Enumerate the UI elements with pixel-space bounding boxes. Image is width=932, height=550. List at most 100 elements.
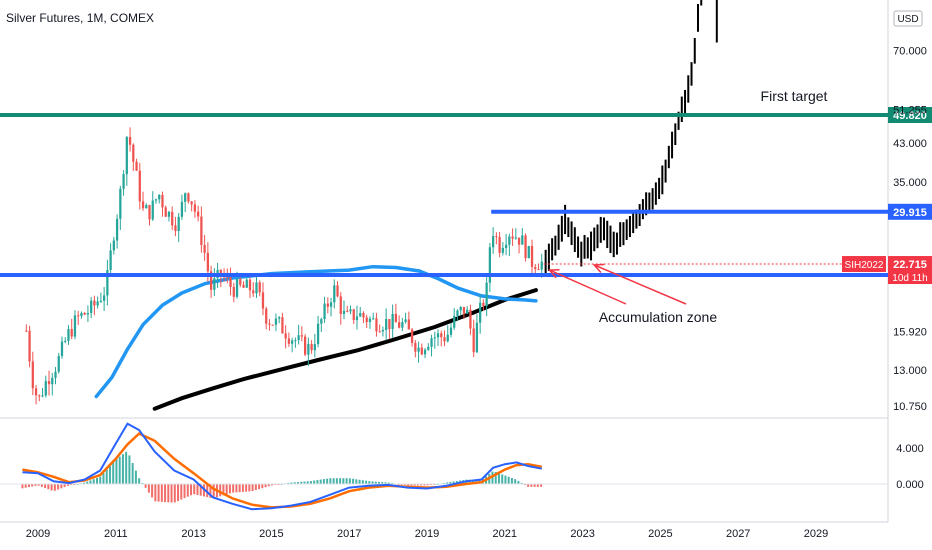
histogram-bar bbox=[212, 484, 215, 499]
slow-moving-average-line bbox=[152, 288, 538, 411]
histogram-bar bbox=[365, 480, 368, 484]
histogram-bar bbox=[173, 484, 176, 503]
price-axis-tick: 15.920 bbox=[893, 326, 927, 338]
candle bbox=[25, 330, 28, 332]
histogram-bar bbox=[342, 478, 345, 484]
histogram-bar bbox=[335, 478, 338, 484]
candle bbox=[128, 136, 132, 145]
histogram-bar bbox=[177, 484, 180, 501]
histogram-bar bbox=[313, 480, 316, 484]
candle bbox=[368, 318, 372, 323]
time-axis-tick: 2029 bbox=[804, 528, 828, 540]
histogram-bar bbox=[536, 484, 539, 487]
candle bbox=[417, 347, 420, 352]
candle bbox=[540, 261, 543, 270]
candle bbox=[391, 313, 394, 330]
candle bbox=[485, 282, 488, 307]
histogram-bar bbox=[219, 484, 222, 497]
candle bbox=[514, 237, 517, 239]
candle bbox=[187, 193, 190, 202]
price-level-tag-text: 49.820 bbox=[893, 110, 927, 122]
candle bbox=[102, 295, 106, 301]
oscillator-axis-tick: 4.000 bbox=[896, 443, 924, 455]
histogram-bar bbox=[264, 484, 267, 488]
candle bbox=[323, 303, 326, 320]
candle bbox=[255, 282, 258, 294]
candle bbox=[28, 330, 31, 362]
candle bbox=[226, 277, 229, 279]
time-axis-tick: 2023 bbox=[570, 528, 594, 540]
candle bbox=[491, 236, 495, 248]
candle bbox=[342, 310, 346, 314]
histogram-bar bbox=[423, 484, 426, 486]
candle bbox=[372, 318, 375, 320]
candle bbox=[135, 161, 138, 171]
candle bbox=[378, 331, 381, 333]
candle bbox=[34, 388, 38, 396]
candle bbox=[41, 395, 44, 397]
histogram-bar bbox=[37, 484, 40, 486]
histogram-bar bbox=[44, 484, 47, 489]
candle bbox=[423, 349, 427, 355]
histogram-bar bbox=[361, 480, 364, 484]
candle bbox=[427, 346, 430, 350]
histogram-bar bbox=[154, 484, 157, 502]
candle bbox=[258, 282, 261, 293]
histogram-bar bbox=[102, 473, 105, 484]
candle bbox=[320, 319, 323, 324]
time-axis-tick: 2011 bbox=[104, 528, 128, 540]
candle bbox=[449, 327, 453, 335]
candle bbox=[67, 329, 70, 341]
candle bbox=[73, 315, 77, 337]
histogram-bar bbox=[86, 481, 89, 484]
candle bbox=[77, 315, 80, 317]
histogram-bar bbox=[83, 482, 86, 484]
candle bbox=[527, 245, 530, 259]
time-axis-tick: 2019 bbox=[415, 528, 439, 540]
candle bbox=[404, 319, 407, 323]
histogram-bar bbox=[134, 470, 137, 484]
candle bbox=[414, 342, 417, 352]
candle bbox=[148, 205, 151, 220]
candle bbox=[349, 309, 352, 312]
histogram-bar bbox=[442, 482, 445, 484]
histogram-bar bbox=[501, 474, 504, 484]
candle bbox=[436, 333, 440, 338]
candle bbox=[239, 279, 242, 285]
histogram-bar bbox=[507, 476, 510, 484]
candle bbox=[524, 235, 527, 259]
candle bbox=[44, 381, 47, 396]
histogram-bar bbox=[381, 482, 384, 484]
candle bbox=[297, 335, 300, 341]
candle bbox=[511, 236, 514, 239]
candle bbox=[407, 319, 410, 330]
candle bbox=[375, 318, 378, 332]
currency-label: USD bbox=[897, 14, 918, 25]
currency-button[interactable] bbox=[893, 10, 923, 27]
price-axis-tick: 10.750 bbox=[893, 401, 927, 413]
candle bbox=[333, 285, 336, 303]
histogram-bar bbox=[199, 484, 202, 496]
time-axis-tick: 2017 bbox=[337, 528, 361, 540]
histogram-bar bbox=[387, 482, 390, 484]
histogram-bar bbox=[332, 478, 335, 484]
macd-line bbox=[22, 422, 542, 511]
candle bbox=[184, 193, 187, 202]
histogram-bar bbox=[144, 484, 147, 488]
candle bbox=[488, 247, 492, 283]
candle bbox=[245, 279, 248, 288]
histogram-bar bbox=[89, 480, 92, 484]
histogram-bar bbox=[426, 484, 429, 486]
candle bbox=[430, 338, 433, 347]
histogram-bar bbox=[40, 484, 43, 487]
histogram-bar bbox=[355, 479, 358, 484]
histogram-bar bbox=[491, 471, 494, 484]
histogram-bar bbox=[180, 484, 183, 500]
histogram-bar bbox=[329, 478, 332, 484]
candle bbox=[381, 330, 385, 332]
histogram-bar bbox=[384, 482, 387, 484]
candle bbox=[64, 340, 67, 342]
histogram-bar bbox=[245, 484, 248, 492]
candle bbox=[261, 292, 265, 309]
